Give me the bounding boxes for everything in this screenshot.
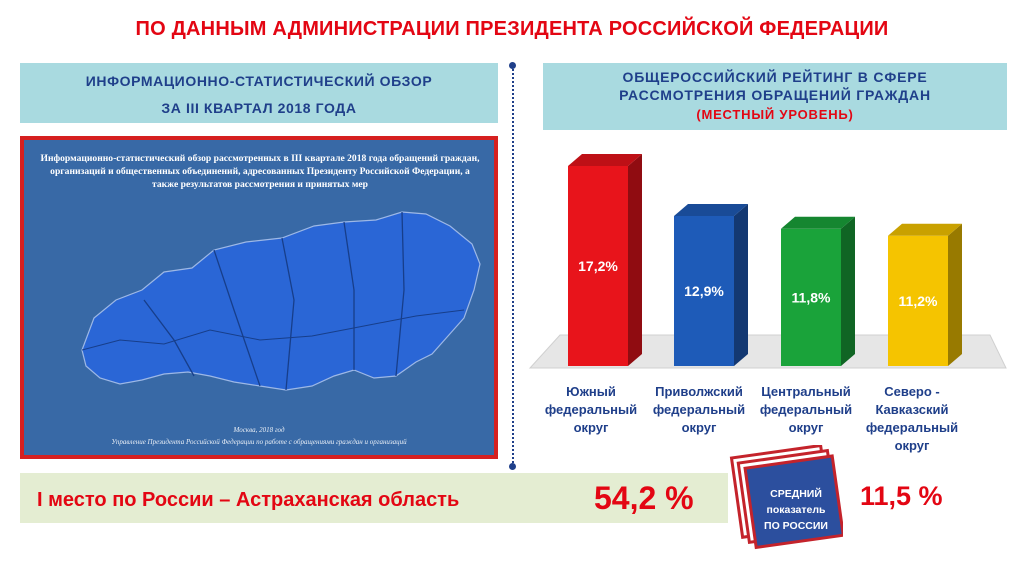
category-label-line: Центральный xyxy=(761,384,851,399)
bar-front xyxy=(674,216,734,366)
category-label-line: округ xyxy=(681,420,717,435)
category-label-line: округ xyxy=(788,420,824,435)
category-label-line: Приволжский xyxy=(655,384,743,399)
category-label-line: федеральный xyxy=(652,402,746,417)
bar-top xyxy=(781,216,855,229)
bar-data-label: 17,2% xyxy=(578,258,618,274)
bar-top xyxy=(674,204,748,216)
divider-dot-top xyxy=(509,62,516,69)
category-label-central: Центральный федеральный округ xyxy=(747,383,865,437)
leader-band xyxy=(20,473,728,523)
bar-side xyxy=(734,204,748,366)
average-label-line1: СРЕДНИЙ xyxy=(770,487,822,500)
bar-front xyxy=(888,235,948,366)
category-label-line: округ xyxy=(894,438,930,453)
vertical-divider xyxy=(512,66,514,466)
category-label-north-caucasus: Северо - Кавказский федеральный округ xyxy=(853,383,971,455)
bar-top xyxy=(568,154,642,166)
bar-side xyxy=(628,154,642,366)
category-label-line: федеральный xyxy=(865,420,959,435)
bar-side xyxy=(948,223,962,366)
category-label-line: Южный xyxy=(566,384,616,399)
report-cover-city: Москва, 2018 год xyxy=(233,426,285,434)
report-cover-text: Информационно-статистический обзор рассм… xyxy=(40,153,480,190)
average-label-line2: показатель xyxy=(766,504,826,516)
report-cover-image: Информационно-статистический обзор рассм… xyxy=(20,136,498,459)
rating-title-line1: ОБЩЕРОССИЙСКИЙ РЕЙТИНГ В СФЕРЕ xyxy=(622,69,928,85)
rating-title-line2: РАССМОТРЕНИЯ ОБРАЩЕНИЙ ГРАЖДАН xyxy=(619,87,931,103)
bar-data-label: 11,2% xyxy=(899,293,938,309)
bar-front xyxy=(781,228,841,366)
survey-title-panel: ИНФОРМАЦИОННО-СТАТИСТИЧЕСКИЙ ОБЗОР ЗА II… xyxy=(20,63,498,123)
survey-title-line2: ЗА III КВАРТАЛ 2018 ГОДА xyxy=(161,100,357,116)
average-label-line3: ПО РОССИИ xyxy=(764,520,828,532)
average-value: 11,5 % xyxy=(860,481,943,511)
chart-floor xyxy=(528,334,1007,369)
russia-map-illustration xyxy=(81,211,481,391)
rating-title-panel: ОБЩЕРОССИЙСКИЙ РЕЙТИНГ В СФЕРЕ РАССМОТРЕ… xyxy=(543,63,1007,130)
category-label-volga: Приволжский федеральный округ xyxy=(640,383,758,437)
report-cover-footer: Управление Президента Российской Федерац… xyxy=(111,438,407,446)
category-label-south: Южный федеральный округ xyxy=(532,383,650,437)
bar-side xyxy=(841,216,855,366)
bar-top xyxy=(888,223,962,236)
bar-data-label: 12,9% xyxy=(684,283,724,299)
category-label-line: Кавказский xyxy=(875,402,949,417)
rating-subtitle: (МЕСТНЫЙ УРОВЕНЬ) xyxy=(696,107,854,122)
average-indicator-cards: СРЕДНИЙ показатель ПО РОССИИ xyxy=(729,445,843,550)
category-label-line: округ xyxy=(573,420,609,435)
category-label-line: федеральный xyxy=(759,402,853,417)
survey-title-line1: ИНФОРМАЦИОННО-СТАТИСТИЧЕСКИЙ ОБЗОР xyxy=(85,73,433,89)
category-label-line: Северо - xyxy=(884,384,940,399)
page-title: ПО ДАННЫМ АДМИНИСТРАЦИИ ПРЕЗИДЕНТА РОССИ… xyxy=(135,18,889,40)
bar-data-label: 11,8% xyxy=(792,289,831,305)
leader-region-value: 54,2 % xyxy=(594,480,694,516)
leader-region-text: I место по России – Астраханская область xyxy=(37,489,460,511)
bar-front xyxy=(568,166,628,366)
category-label-line: федеральный xyxy=(544,402,638,417)
divider-dot-bottom xyxy=(509,463,516,470)
